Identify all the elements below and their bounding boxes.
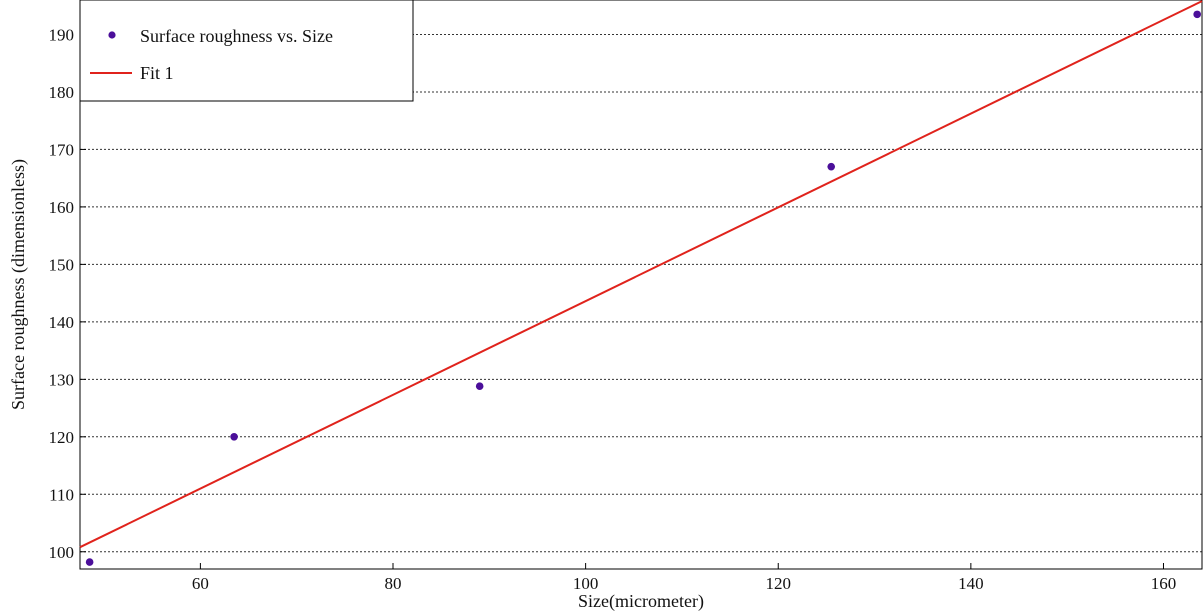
x-tick-label: 60 [192,574,209,593]
data-point [475,382,484,391]
y-tick-label: 110 [49,485,74,504]
y-tick-label: 160 [49,198,75,217]
data-points [85,10,1201,566]
fit-lines [79,0,1203,549]
y-tick-label: 130 [49,370,75,389]
grid [80,33,1202,553]
legend-scatter-marker [108,31,116,39]
y-tick-label: 170 [49,140,75,159]
x-tick-label: 160 [1151,574,1177,593]
plot-frame [79,0,1203,570]
legend-label-fit: Fit 1 [140,63,174,83]
y-tick-label: 150 [49,255,75,274]
x-axis-label: Size(micrometer) [578,591,704,612]
legend: Surface roughness vs. Size Fit 1 [79,0,414,102]
data-point [1193,10,1201,19]
y-axis-label: Surface roughness (dimensionless) [8,159,29,410]
data-point [85,558,94,566]
x-tick-label: 100 [573,574,599,593]
fit-line [79,0,1203,549]
y-tick-label: 100 [49,543,75,562]
ticks: 100 110 120 130 140 150 160 170 180 190 60 80 100 120… [49,25,1177,593]
y-tick-label: 120 [49,428,75,447]
y-tick-label: 140 [49,313,75,332]
x-tick-label: 140 [958,574,984,593]
legend-box [79,0,414,102]
data-point [230,433,238,441]
x-tick-label: 120 [765,574,791,593]
legend-label-scatter: Surface roughness vs. Size [140,26,333,46]
y-tick-label: 180 [49,83,75,102]
data-point [827,162,836,171]
x-tick-label: 80 [385,574,402,593]
y-tick-label: 190 [49,25,75,44]
